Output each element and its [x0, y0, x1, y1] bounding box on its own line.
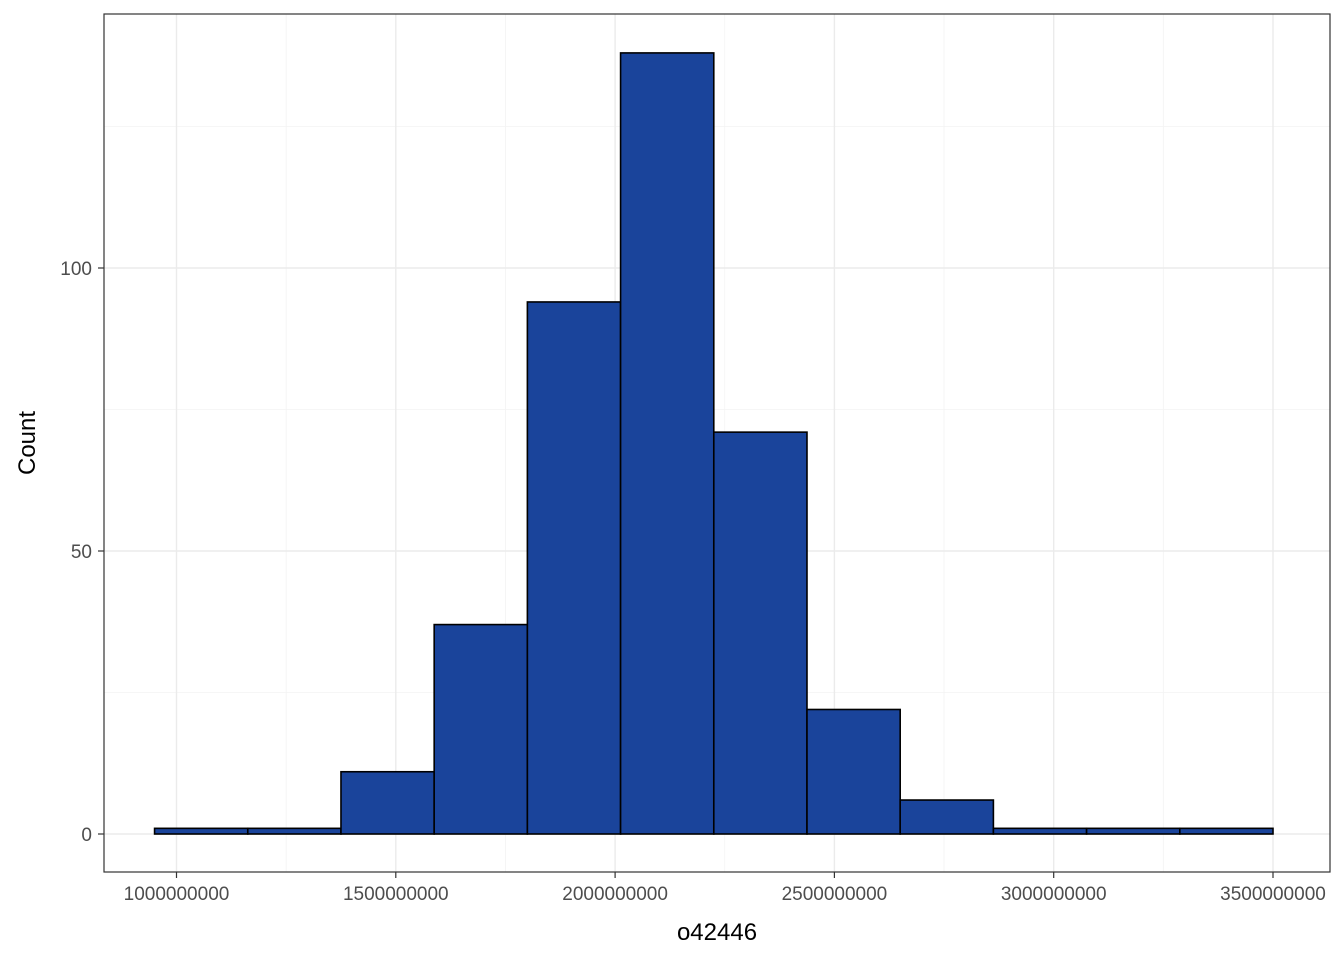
histogram-bar — [340, 770, 435, 835]
y-tick-label: 50 — [71, 542, 92, 563]
histogram-bar — [712, 431, 808, 835]
x-axis-title: o42446 — [677, 919, 757, 946]
histogram-bar — [526, 301, 622, 835]
histogram-bar — [619, 52, 715, 835]
histogram-bar — [1085, 827, 1181, 835]
histogram-bar — [899, 799, 995, 835]
histogram-bar — [1178, 827, 1274, 835]
x-axis: 1000000000 1500000000 2000000000 2500000000… — [124, 872, 1326, 905]
histogram-bar — [433, 623, 529, 835]
x-tick-label: 2000000000 — [562, 884, 668, 905]
plot-panel-border — [103, 13, 1331, 873]
x-tick-label: 3500000000 — [1220, 884, 1326, 905]
y-tick-label: 0 — [81, 825, 92, 846]
y-axis: 0 50 100 — [60, 259, 104, 846]
x-tick-label: 1000000000 — [124, 884, 230, 905]
histogram-bar — [153, 827, 249, 835]
histogram-bar — [806, 708, 901, 835]
histogram-bar — [992, 827, 1088, 835]
x-tick-label: 1500000000 — [343, 884, 449, 905]
y-axis-title: Count — [14, 411, 41, 475]
x-tick-label: 2500000000 — [782, 884, 888, 905]
x-tick-label: 3000000000 — [1001, 884, 1107, 905]
histogram-bars — [153, 52, 1274, 835]
histogram-bar — [246, 827, 342, 835]
y-tick-label: 100 — [60, 259, 92, 280]
